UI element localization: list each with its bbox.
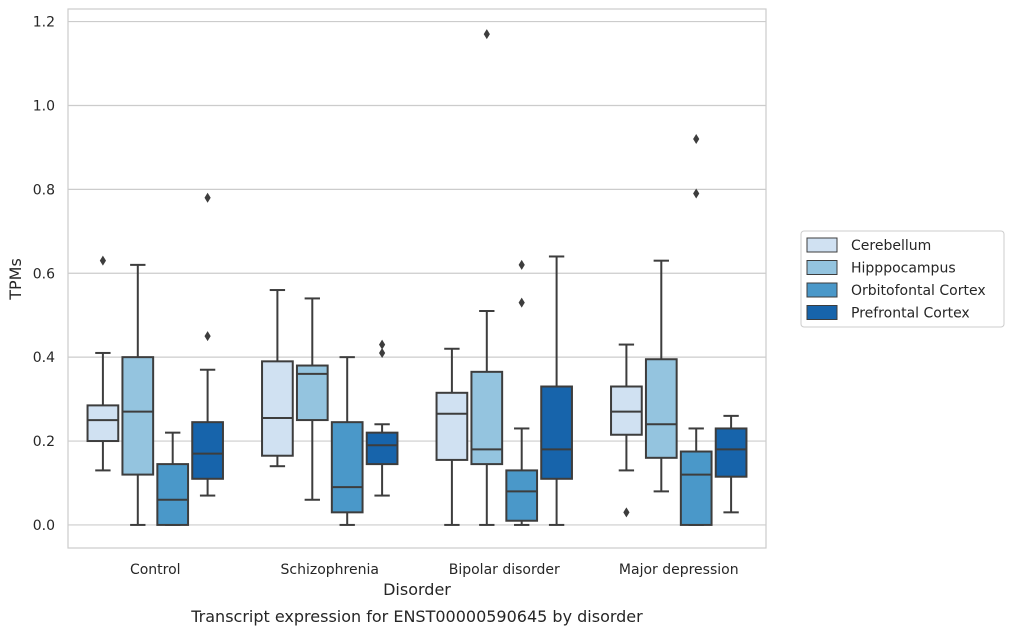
box-plot bbox=[330, 356, 364, 526]
box bbox=[330, 421, 364, 514]
box bbox=[540, 385, 573, 480]
box-plot bbox=[679, 134, 713, 526]
box bbox=[435, 391, 469, 461]
box bbox=[365, 431, 399, 466]
box bbox=[644, 358, 678, 459]
flier-point bbox=[379, 347, 386, 358]
chart-title: Transcript expression for ENST0000059064… bbox=[190, 607, 643, 626]
x-tick-label: Bipolar disorder bbox=[449, 562, 560, 578]
y-tick-label: 0.8 bbox=[33, 182, 55, 198]
box bbox=[505, 469, 539, 522]
box bbox=[86, 404, 120, 443]
y-tick-label: 0.2 bbox=[33, 434, 55, 450]
box-plot bbox=[191, 192, 224, 497]
box bbox=[261, 360, 294, 457]
y-tick-label: 0.4 bbox=[33, 350, 55, 366]
y-tick-label: 1.2 bbox=[33, 15, 55, 31]
y-axis-label: TPMs bbox=[6, 258, 25, 301]
legend: Cerebellum Hipppocampus Orbitofontal Corte… bbox=[800, 230, 1005, 328]
x-axis-label: Disorder bbox=[383, 580, 451, 599]
flier-point bbox=[518, 297, 525, 308]
legend-swatch bbox=[806, 260, 838, 275]
y-tick-label: 0.6 bbox=[33, 266, 55, 282]
flier-point bbox=[99, 255, 106, 266]
flier-point bbox=[518, 259, 525, 270]
x-tick-labels: Control Schizophrenia Bipolar disorder Majo… bbox=[130, 562, 739, 578]
box-plot bbox=[156, 431, 190, 526]
legend-swatch bbox=[806, 237, 838, 253]
y-tick-label: 1.0 bbox=[33, 98, 55, 114]
box-plot bbox=[470, 29, 504, 526]
box bbox=[156, 463, 190, 526]
legend-label: Cerebellum bbox=[851, 238, 931, 254]
box-plot bbox=[714, 414, 748, 514]
plot-border bbox=[67, 8, 767, 549]
box-plot bbox=[261, 289, 294, 468]
y-tick-labels: 0.0 0.2 0.4 0.6 0.8 1.0 1.2 bbox=[33, 15, 55, 534]
box-plot bbox=[295, 297, 329, 501]
box-plot bbox=[644, 259, 678, 493]
box bbox=[121, 356, 155, 476]
box-plot bbox=[540, 255, 573, 526]
flier-point bbox=[379, 339, 386, 350]
legend-label: Hipppocampus bbox=[851, 261, 956, 277]
box-plot bbox=[505, 259, 539, 526]
flier-point bbox=[623, 507, 630, 518]
box-plots bbox=[86, 29, 748, 526]
legend-swatch bbox=[806, 305, 838, 320]
x-tick-label: Control bbox=[130, 562, 181, 578]
flier-point bbox=[204, 331, 211, 342]
legend-label: Prefrontal Cortex bbox=[851, 306, 970, 322]
flier-point bbox=[693, 134, 700, 145]
box bbox=[191, 421, 224, 480]
box bbox=[714, 427, 748, 478]
box-plot bbox=[435, 347, 469, 526]
legend-frame bbox=[800, 230, 1005, 328]
legend-swatch bbox=[806, 282, 838, 298]
box bbox=[610, 385, 643, 436]
box bbox=[679, 450, 713, 526]
legend-label: Orbitofontal Cortex bbox=[851, 283, 986, 299]
x-tick-label: Major depression bbox=[619, 562, 739, 578]
x-tick-label: Schizophrenia bbox=[281, 562, 379, 578]
flier-point bbox=[204, 192, 211, 203]
box-plot bbox=[86, 255, 120, 472]
box-plot bbox=[365, 339, 399, 497]
box-plot bbox=[610, 343, 643, 518]
flier-point bbox=[483, 29, 490, 40]
flier-point bbox=[693, 188, 700, 199]
box-plot bbox=[121, 263, 155, 526]
y-tick-label: 0.0 bbox=[33, 518, 55, 534]
